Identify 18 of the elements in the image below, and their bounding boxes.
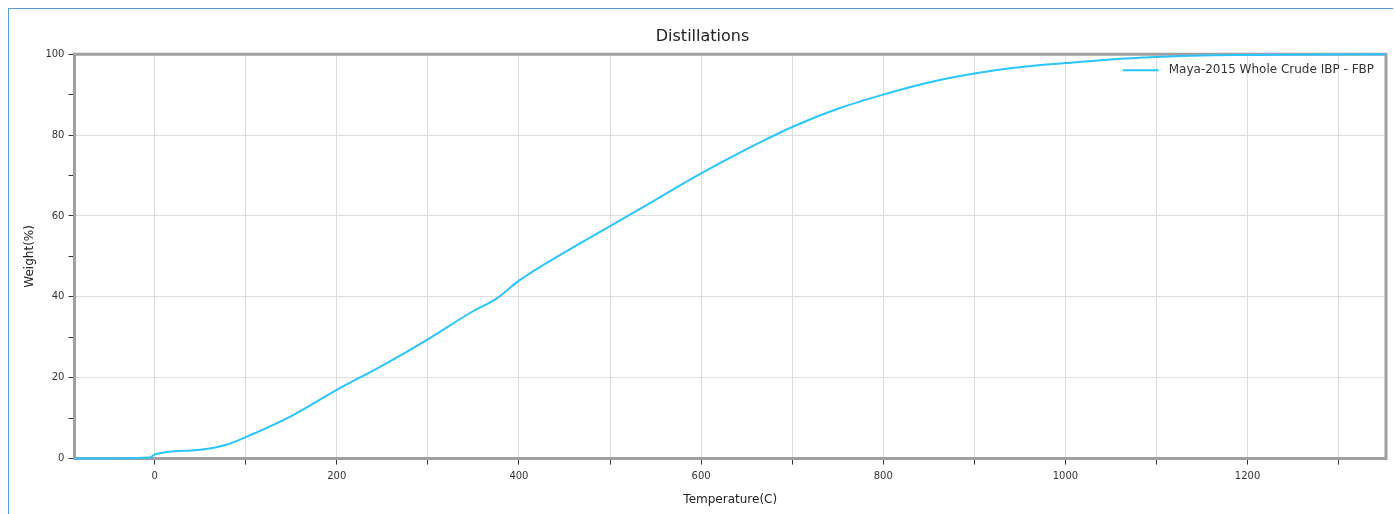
x-tick-label: 1200	[1234, 470, 1261, 482]
y-tick-label: 0	[58, 452, 65, 464]
x-tick-label: 600	[691, 470, 711, 482]
y-tick-label: 20	[51, 371, 65, 383]
y-tick-label: 80	[51, 128, 65, 140]
x-tick-label: 800	[873, 470, 893, 482]
x-tick-label: 0	[151, 470, 158, 482]
x-tick-label: 1000	[1052, 470, 1079, 482]
x-tick-label: 400	[509, 470, 529, 482]
legend-label: Maya-2015 Whole Crude IBP - FBP	[1168, 62, 1375, 77]
y-axis-title: Weight(%)	[22, 225, 37, 288]
y-tick-label: 100	[45, 47, 65, 59]
x-axis-title: Temperature(C)	[682, 491, 778, 506]
y-tick-label: 40	[51, 290, 65, 302]
y-tick-label: 60	[51, 209, 65, 221]
chart-title: Distillations	[655, 25, 750, 45]
x-tick-label: 200	[327, 470, 347, 482]
line-series	[73, 53, 1387, 460]
